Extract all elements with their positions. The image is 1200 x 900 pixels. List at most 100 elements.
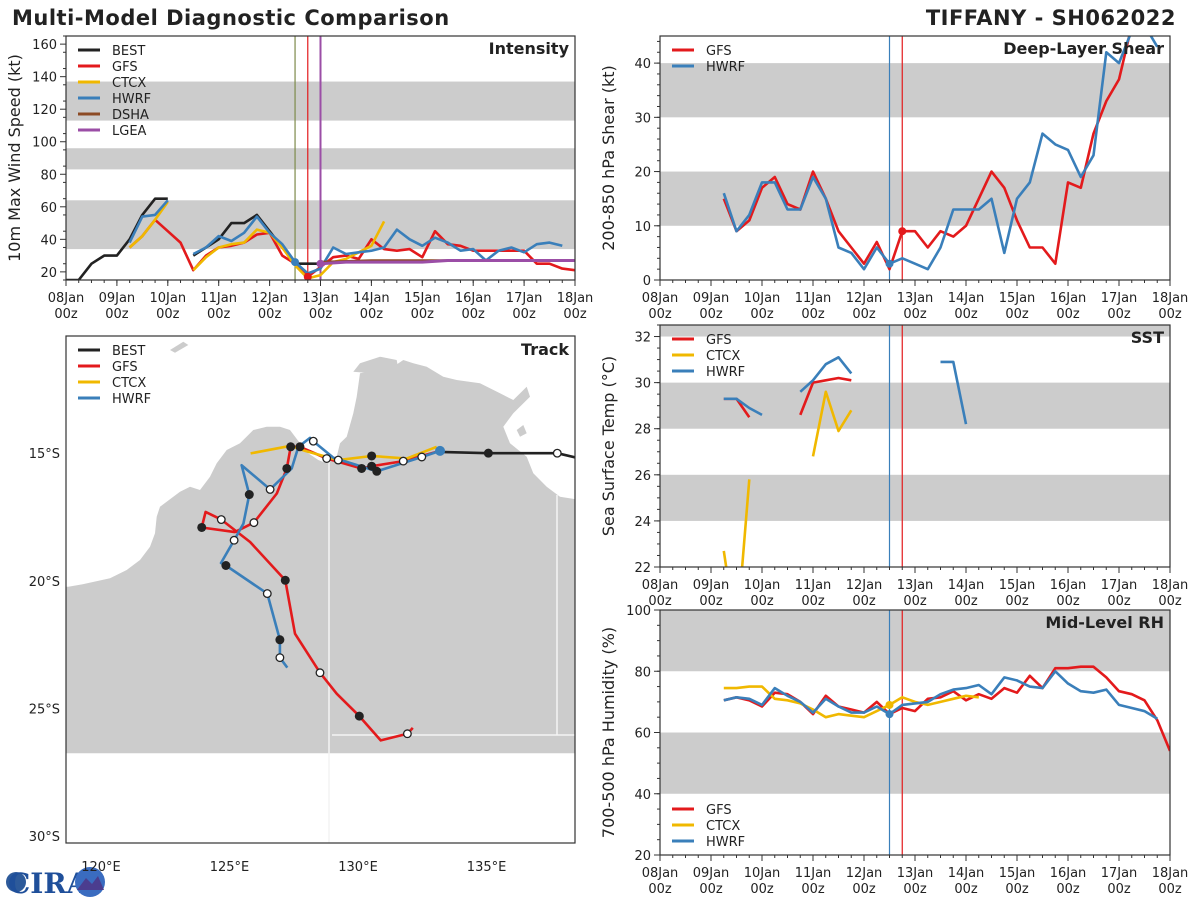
- y-tick-label: 26: [634, 469, 651, 484]
- track-point-filled: [275, 635, 285, 645]
- track-point-filled: [357, 463, 367, 473]
- intensity-plot-area: [66, 36, 575, 280]
- track-point-filled: [221, 561, 231, 571]
- x-tick-sublabel: 00z: [563, 307, 587, 322]
- x-tick-label: 11Jan: [795, 866, 832, 881]
- x-tick-sublabel: 00z: [1107, 307, 1131, 322]
- x-tick-sublabel: 00z: [1056, 882, 1080, 897]
- x-tick-sublabel: 00z: [852, 307, 876, 322]
- panel-title: Mid-Level RH: [1045, 613, 1164, 632]
- series-hwrf-line: [723, 356, 968, 425]
- track-start-marker: [435, 445, 446, 456]
- shaded-band: [660, 63, 1170, 118]
- track-point-open: [229, 535, 239, 545]
- x-tick-label: 15Jan: [404, 291, 441, 306]
- x-tick-label: 12Jan: [251, 291, 288, 306]
- y-tick-label: 60: [634, 727, 651, 742]
- series-best-line: [66, 197, 321, 280]
- x-tick-label: 14Jan: [948, 578, 985, 593]
- y-tick-label: 100: [32, 136, 57, 151]
- track-point-open: [402, 729, 412, 739]
- legend-label-gfs: GFS: [706, 803, 732, 818]
- lon-tick-label: 135°E: [467, 860, 507, 875]
- x-tick-label: 17Jan: [506, 291, 543, 306]
- legend-label-best: BEST: [112, 44, 145, 59]
- x-tick-label: 14Jan: [948, 866, 985, 881]
- shaded-band: [660, 732, 1170, 794]
- x-tick-label: 10Jan: [150, 291, 187, 306]
- shear-plot-area: [660, 36, 1170, 280]
- x-tick-sublabel: 00z: [360, 307, 384, 322]
- x-tick-sublabel: 00z: [699, 882, 723, 897]
- init-marker-hwrf: [291, 258, 300, 267]
- series-gfs-line: [722, 36, 1131, 271]
- x-tick-label: 09Jan: [693, 578, 730, 593]
- legend-label-lgea: LGEA: [112, 124, 147, 139]
- map-area: [66, 336, 575, 843]
- mountain-icon: [77, 876, 104, 890]
- init-marker-hwrf: [885, 259, 894, 268]
- island: [353, 356, 399, 374]
- panel-title: Intensity: [489, 39, 570, 58]
- globe-icon: [6, 872, 26, 892]
- x-tick-label: 08Jan: [642, 291, 679, 306]
- track-point-open: [315, 668, 325, 678]
- track-point-filled: [286, 442, 296, 452]
- x-tick-label: 18Jan: [557, 291, 594, 306]
- x-tick-sublabel: 00z: [852, 882, 876, 897]
- y-tick-label: 40: [40, 233, 57, 248]
- x-tick-sublabel: 00z: [105, 307, 129, 322]
- series-ctcx-line: [723, 685, 979, 719]
- legend-label-best: BEST: [112, 344, 145, 359]
- series-hwrf-line: [723, 670, 1158, 720]
- track-point-open: [333, 455, 343, 465]
- x-tick-sublabel: 00z: [699, 594, 723, 609]
- x-tick-label: 11Jan: [795, 578, 832, 593]
- lat-tick-label: 25°S: [29, 702, 60, 717]
- y-tick-label: 30: [634, 111, 651, 126]
- y-tick-label: 120: [32, 103, 57, 118]
- track-map-panel: 120°E 125°E 130°E 135°E 15°S 20°S 25°S 30°S Trac…: [29, 335, 576, 875]
- x-tick-label: 09Jan: [99, 291, 136, 306]
- x-tick-sublabel: 00z: [462, 307, 486, 322]
- x-tick-label: 09Jan: [693, 866, 730, 881]
- x-tick-label: 11Jan: [200, 291, 237, 306]
- y-tick-label: 30: [634, 377, 651, 392]
- x-tick-label: 15Jan: [999, 291, 1036, 306]
- y-tick-label: 20: [634, 849, 651, 864]
- x-tick-label: 12Jan: [846, 291, 883, 306]
- x-tick-label: 13Jan: [897, 578, 934, 593]
- x-tick-label: 17Jan: [1101, 291, 1138, 306]
- x-tick-sublabel: 00z: [801, 594, 825, 609]
- y-axis-label: Sea Surface Temp (°C): [599, 356, 618, 536]
- track-point-filled: [280, 575, 290, 585]
- lat-tick-label: 15°S: [29, 447, 60, 462]
- x-tick-label: 11Jan: [795, 291, 832, 306]
- x-tick-sublabel: 00z: [1005, 594, 1029, 609]
- x-tick-label: 17Jan: [1101, 578, 1138, 593]
- track-point-open: [265, 484, 275, 494]
- x-tick-label: 18Jan: [1152, 866, 1189, 881]
- track-point-filled: [367, 451, 377, 461]
- x-tick-label: 14Jan: [353, 291, 390, 306]
- track-point-filled: [197, 522, 207, 532]
- shaded-band: [660, 610, 1170, 672]
- legend-label-ctcx: CTCX: [706, 349, 740, 364]
- shaded-band: [660, 171, 1170, 226]
- x-tick-label: 09Jan: [693, 291, 730, 306]
- x-tick-label: 08Jan: [642, 866, 679, 881]
- x-tick-sublabel: 00z: [699, 307, 723, 322]
- rh-panel: 08Jan00z09Jan00z10Jan00z11Jan00z12Jan00z…: [599, 604, 1188, 897]
- track-point-open: [275, 653, 285, 663]
- x-tick-sublabel: 00z: [512, 307, 536, 322]
- x-tick-sublabel: 00z: [648, 594, 672, 609]
- series-ctcx-line: [722, 390, 853, 567]
- track-point-open: [322, 454, 332, 463]
- x-tick-sublabel: 00z: [903, 594, 927, 609]
- x-tick-sublabel: 00z: [801, 307, 825, 322]
- shaded-band: [660, 474, 1170, 521]
- y-tick-label: 32: [634, 331, 651, 346]
- island: [516, 425, 527, 437]
- x-tick-label: 16Jan: [1050, 291, 1087, 306]
- shaded-band: [660, 325, 1170, 337]
